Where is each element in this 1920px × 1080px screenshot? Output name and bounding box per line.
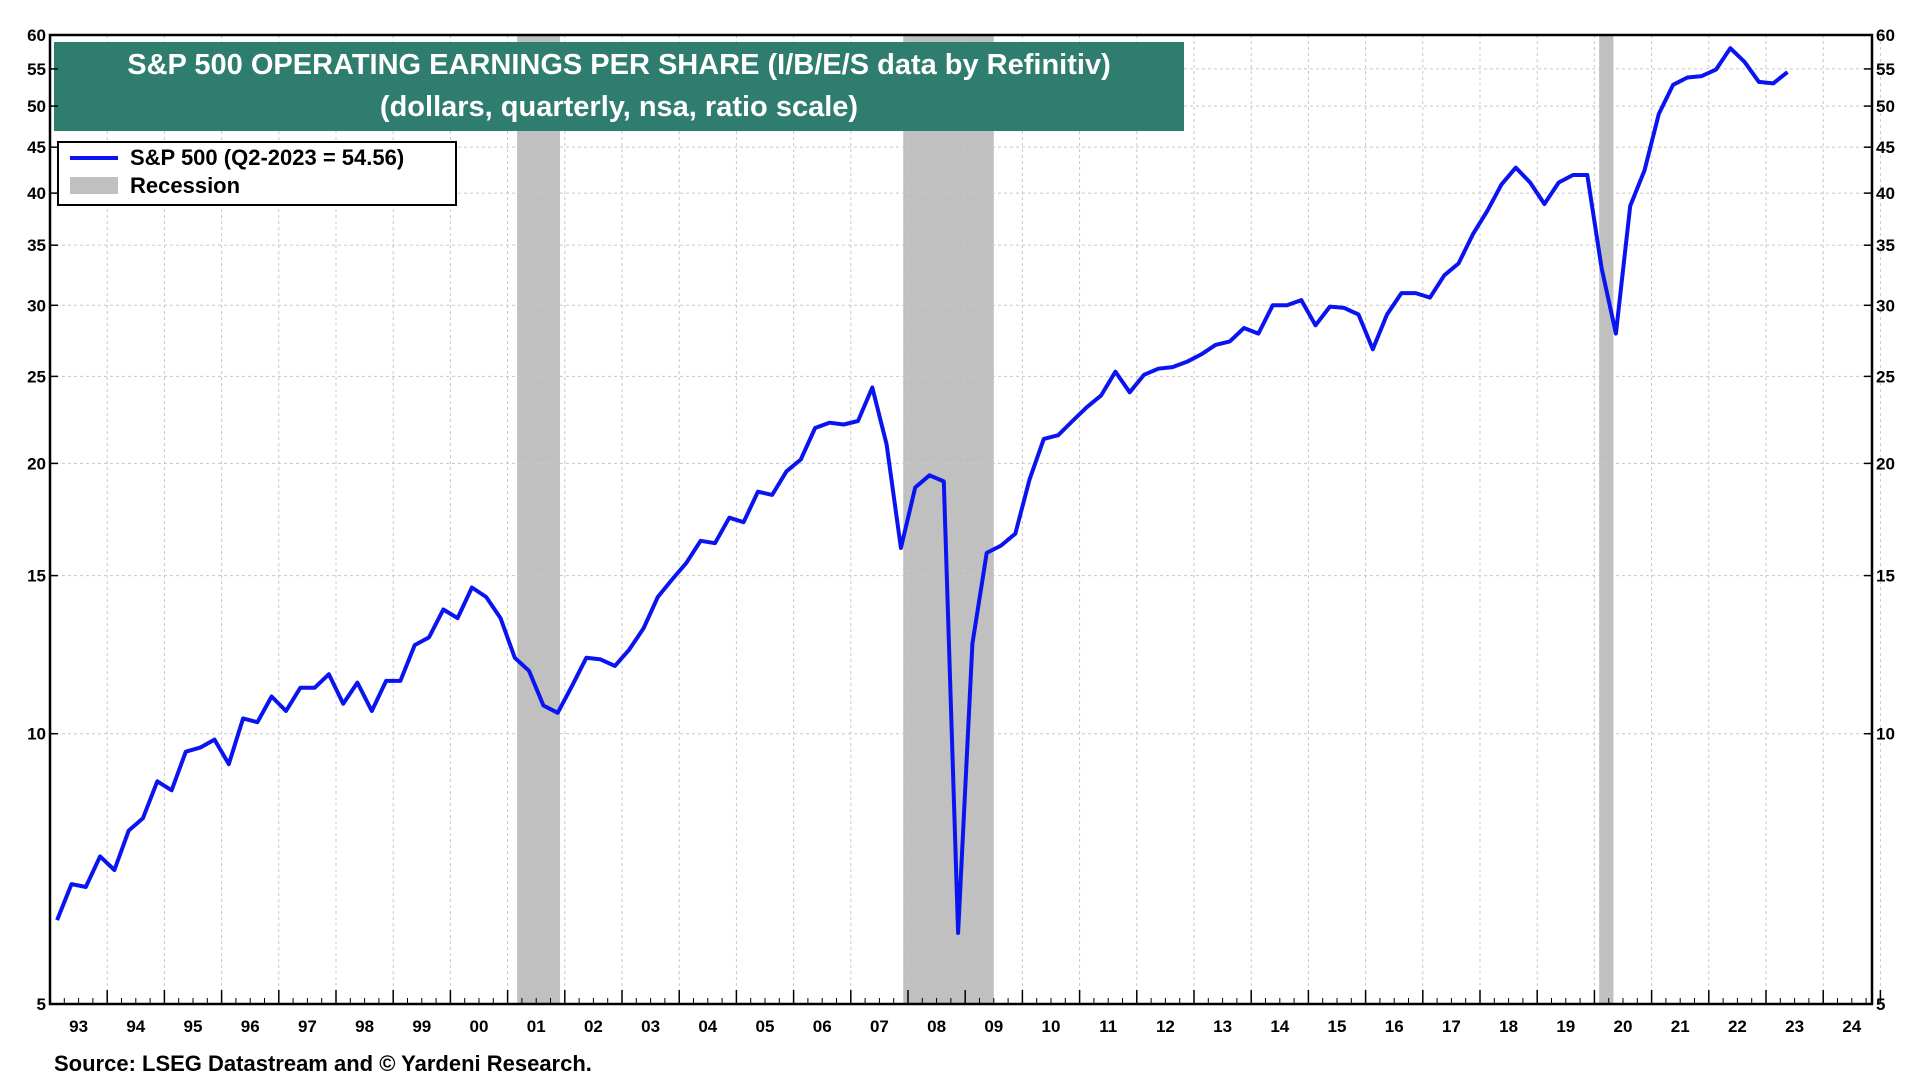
x-tick-label-06: 06 [813, 1017, 832, 1036]
y-tick-label-right-35: 35 [1876, 236, 1895, 255]
plot-border [48, 33, 1874, 1006]
legend-label-series: S&P 500 (Q2-2023 = 54.56) [130, 145, 404, 170]
x-tick-label-04: 04 [698, 1017, 717, 1036]
x-tick-label-22: 22 [1728, 1017, 1747, 1036]
y-tick-label-left-35: 35 [27, 236, 46, 255]
x-tick-label-09: 09 [984, 1017, 1003, 1036]
x-tick-label-03: 03 [641, 1017, 660, 1036]
y-tick-label-right-50: 50 [1876, 97, 1895, 116]
title-background [54, 42, 1184, 131]
y-tick-label-left-20: 20 [27, 454, 46, 473]
recession-band-3 [1599, 35, 1614, 1004]
x-tick-label-93: 93 [69, 1017, 88, 1036]
x-tick-label-18: 18 [1499, 1017, 1518, 1036]
x-tick-label-05: 05 [756, 1017, 775, 1036]
x-tick-label-23: 23 [1785, 1017, 1804, 1036]
x-tick-label-15: 15 [1328, 1017, 1347, 1036]
legend-box [57, 141, 457, 206]
y-tick-label-left-5: 5 [37, 995, 46, 1014]
x-tick-label-02: 02 [584, 1017, 603, 1036]
x-tick-label-12: 12 [1156, 1017, 1175, 1036]
y-tick-label-right-40: 40 [1876, 184, 1895, 203]
y-tick-label-right-55: 55 [1876, 60, 1895, 79]
x-tick-label-95: 95 [184, 1017, 203, 1036]
legend-recession-swatch [70, 177, 118, 194]
x-tick-label-94: 94 [126, 1017, 145, 1036]
y-tick-label-left-60: 60 [27, 26, 46, 45]
recession-band-2 [903, 35, 994, 1004]
y-tick-label-right-25: 25 [1876, 367, 1895, 386]
x-tick-label-11: 11 [1099, 1017, 1117, 1036]
chart-title: S&P 500 OPERATING EARNINGS PER SHARE (I/… [127, 49, 1111, 81]
y-tick-label-left-25: 25 [27, 367, 46, 386]
y-tick-label-right-45: 45 [1876, 138, 1895, 157]
y-tick-label-left-30: 30 [27, 296, 46, 315]
x-tick-label-01: 01 [527, 1017, 546, 1036]
title-banner: S&P 500 OPERATING EARNINGS PER SHARE (I/… [54, 42, 1184, 131]
legend-label-recession: Recession [130, 173, 240, 198]
source-note: Source: LSEG Datastream and © Yardeni Re… [54, 1051, 592, 1076]
y-tick-label-left-15: 15 [27, 567, 46, 586]
y-tick-label-left-45: 45 [27, 138, 46, 157]
y-tick-label-right-5: 5 [1876, 995, 1885, 1014]
y-tick-label-left-55: 55 [27, 60, 46, 79]
chart-subtitle: (dollars, quarterly, nsa, ratio scale) [380, 91, 858, 123]
x-tick-label-10: 10 [1042, 1017, 1061, 1036]
y-tick-label-right-15: 15 [1876, 567, 1895, 586]
recession-bands [517, 35, 1614, 1004]
x-tick-label-13: 13 [1213, 1017, 1232, 1036]
recession-band-1 [517, 35, 561, 1004]
y-tick-label-right-10: 10 [1876, 725, 1895, 744]
series-line-1 [55, 46, 1789, 935]
y-tick-label-left-40: 40 [27, 184, 46, 203]
x-tick-label-20: 20 [1614, 1017, 1633, 1036]
x-tick-label-08: 08 [927, 1017, 946, 1036]
y-tick-label-left-10: 10 [27, 725, 46, 744]
x-tick-label-16: 16 [1385, 1017, 1404, 1036]
y-tick-label-right-60: 60 [1876, 26, 1895, 45]
series-layer [55, 46, 1789, 935]
x-tick-label-17: 17 [1442, 1017, 1461, 1036]
x-tick-label-97: 97 [298, 1017, 317, 1036]
legend: S&P 500 (Q2-2023 = 54.56) Recession [57, 141, 457, 206]
x-tick-label-21: 21 [1671, 1017, 1690, 1036]
x-tick-label-07: 07 [870, 1017, 889, 1036]
x-axis-ticks: 93 94 95 96 97 98 99 00 01 02 03 04 05 06 07 08 09 10 11 12… [49, 990, 1882, 1036]
y-tick-label-right-30: 30 [1876, 296, 1895, 315]
x-tick-label-00: 00 [470, 1017, 489, 1036]
x-tick-label-14: 14 [1270, 1017, 1289, 1036]
x-tick-label-98: 98 [355, 1017, 374, 1036]
x-tick-label-99: 99 [412, 1017, 431, 1036]
x-tick-label-96: 96 [241, 1017, 260, 1036]
y-tick-label-right-20: 20 [1876, 454, 1895, 473]
x-tick-label-19: 19 [1556, 1017, 1575, 1036]
x-tick-label-24: 24 [1842, 1017, 1861, 1036]
y-tick-label-left-50: 50 [27, 97, 46, 116]
plot-frame [48, 33, 1874, 1006]
